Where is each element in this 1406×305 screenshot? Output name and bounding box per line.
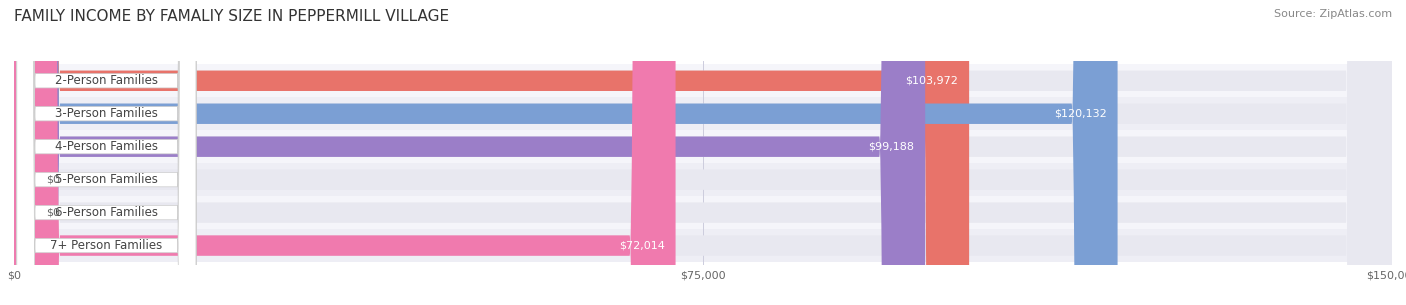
FancyBboxPatch shape	[14, 0, 1392, 305]
FancyBboxPatch shape	[14, 0, 32, 305]
Text: $72,014: $72,014	[619, 241, 665, 251]
Bar	[14, 229, 1392, 262]
FancyBboxPatch shape	[17, 0, 195, 305]
Text: 7+ Person Families: 7+ Person Families	[51, 239, 163, 252]
Text: 5-Person Families: 5-Person Families	[55, 173, 157, 186]
FancyBboxPatch shape	[17, 0, 195, 305]
Text: Source: ZipAtlas.com: Source: ZipAtlas.com	[1274, 9, 1392, 19]
FancyBboxPatch shape	[14, 0, 1392, 305]
Bar	[14, 97, 1392, 130]
Bar	[14, 130, 1392, 163]
Text: $99,188: $99,188	[868, 142, 914, 152]
FancyBboxPatch shape	[17, 0, 195, 305]
Bar	[14, 64, 1392, 97]
Text: 4-Person Families: 4-Person Families	[55, 140, 157, 153]
FancyBboxPatch shape	[14, 0, 32, 305]
Text: 2-Person Families: 2-Person Families	[55, 74, 157, 87]
FancyBboxPatch shape	[17, 0, 195, 305]
FancyBboxPatch shape	[14, 0, 1392, 305]
Text: $103,972: $103,972	[905, 76, 957, 86]
Text: 3-Person Families: 3-Person Families	[55, 107, 157, 120]
Text: $120,132: $120,132	[1054, 109, 1107, 119]
FancyBboxPatch shape	[17, 0, 195, 305]
FancyBboxPatch shape	[14, 0, 925, 305]
Text: 6-Person Families: 6-Person Families	[55, 206, 157, 219]
FancyBboxPatch shape	[14, 0, 1118, 305]
Text: FAMILY INCOME BY FAMALIY SIZE IN PEPPERMILL VILLAGE: FAMILY INCOME BY FAMALIY SIZE IN PEPPERM…	[14, 9, 449, 24]
FancyBboxPatch shape	[17, 0, 195, 305]
Text: $0: $0	[46, 175, 60, 185]
Bar	[14, 196, 1392, 229]
FancyBboxPatch shape	[14, 0, 1392, 305]
FancyBboxPatch shape	[14, 0, 969, 305]
Text: $0: $0	[46, 208, 60, 217]
FancyBboxPatch shape	[14, 0, 675, 305]
FancyBboxPatch shape	[14, 0, 1392, 305]
FancyBboxPatch shape	[14, 0, 1392, 305]
Bar	[14, 163, 1392, 196]
